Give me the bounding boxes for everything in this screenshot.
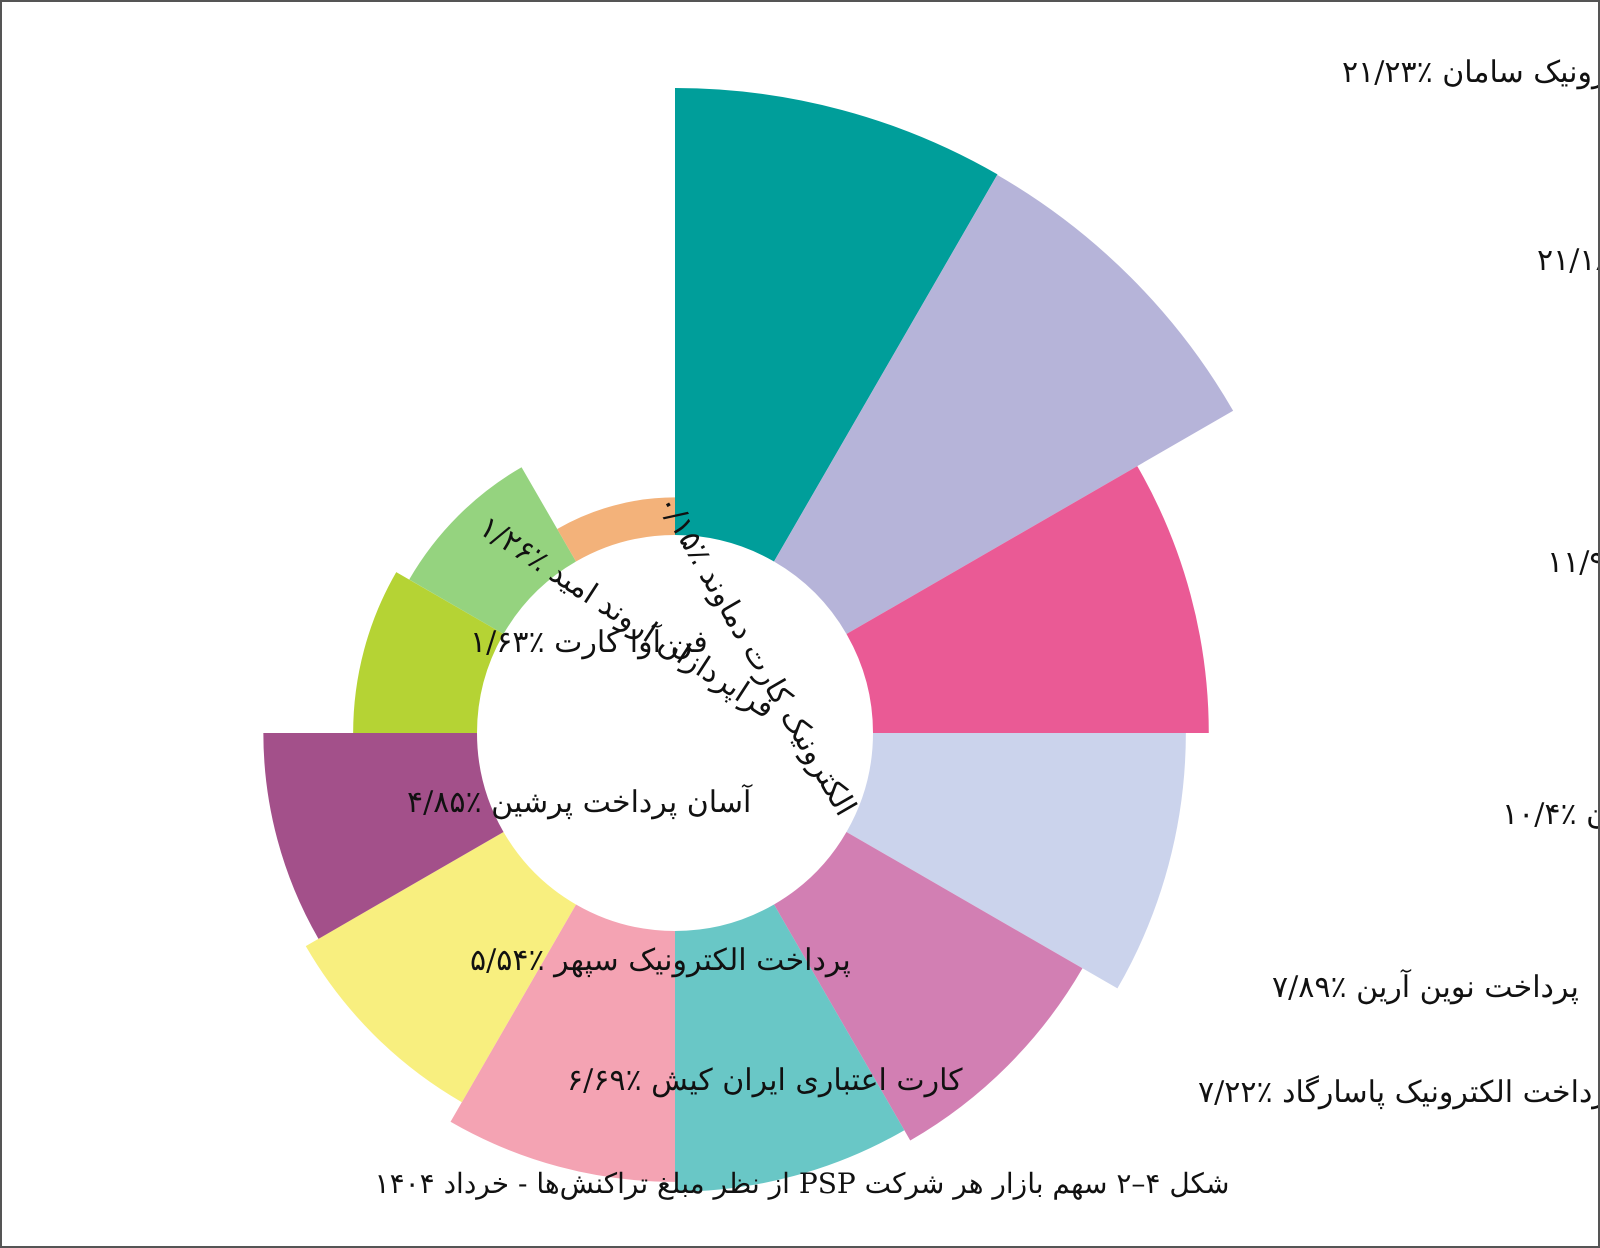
slice-1 — [675, 88, 998, 562]
slice-label-3: پرداخت الکترونیک سداد ٪۱۱/۹۸ — [1547, 545, 1600, 580]
slice-3 — [846, 466, 1209, 733]
slice-8 — [305, 832, 576, 1103]
slice-4 — [846, 733, 1186, 989]
slice-9 — [263, 733, 504, 939]
slice-7 — [450, 904, 675, 1182]
slice-label-4: تجارت الکترونیک پارسیان ٪۱۰/۴ — [1502, 797, 1600, 832]
slice-6 — [675, 904, 905, 1192]
slices-group — [263, 88, 1234, 1192]
slice-2 — [774, 174, 1234, 634]
slice-10 — [353, 572, 504, 733]
slice-label-6: پرداخت الکترونیک پاسارگاد ٪۷/۲۲ — [1198, 1075, 1600, 1110]
figure-caption: شکل ۴–۲ سهم بازار هر شرکت PSP از نظر مبل… — [374, 1167, 1230, 1200]
slice-label-10: فن آوا کارت ٪۱/۶۳ — [470, 623, 708, 660]
slice-label-8: پرداخت الکترونیک سپهر ٪۵/۵۴ — [470, 943, 851, 978]
slice-12 — [557, 497, 675, 562]
slice-5 — [774, 832, 1083, 1141]
slice-label-9: آسان پرداخت پرشین ٪۴/۸۵ — [407, 783, 753, 820]
slice-label-7: کارت اعتباری ایران کیش ٪۶/۶۹ — [567, 1063, 963, 1098]
slice-label-1: پرداخت الکترونیک سامان ٪۲۱/۲۳ — [1342, 55, 1600, 90]
slice-11 — [409, 467, 576, 634]
slice-label-2: به پرداخت ملت ٪۲۱/۱۸ — [1537, 243, 1600, 278]
slice-label-5: پرداخت نوین آرین ٪۷/۸۹ — [1272, 968, 1579, 1005]
